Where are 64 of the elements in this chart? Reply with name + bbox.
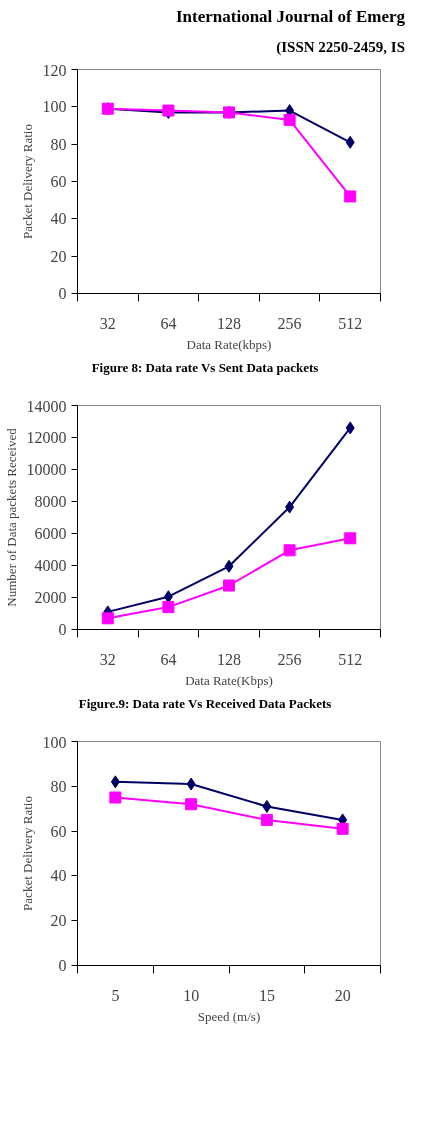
text: Figure.9: Data rate Vs Received Data Packets: [78, 695, 332, 713]
text: (ISSN 2250-2459, IS: [276, 38, 405, 57]
y-tick-label: 20: [50, 912, 67, 930]
point: [344, 532, 357, 545]
x-axis-title: Speed (m/s): [197, 1008, 261, 1024]
y-tick-label: 20: [50, 247, 67, 265]
y-tick-label: 10000: [26, 461, 67, 478]
y-tick-label: 0: [58, 621, 67, 638]
y-tick-label: 2000: [34, 589, 67, 606]
point: [283, 544, 296, 557]
x-axis-title: Data Rate(kbps): [186, 336, 272, 352]
caption: Figure 8: Data rate Vs Sent Data packets: [91, 359, 319, 377]
x-tick-label: 64: [160, 314, 177, 332]
point: [162, 601, 175, 614]
point: [224, 559, 234, 573]
point: [185, 798, 198, 811]
point: [109, 791, 122, 804]
x-tick-label: 15: [258, 986, 275, 1004]
x-tick-label: 256: [277, 314, 302, 332]
point: [262, 799, 272, 813]
y-tick-label: 80: [50, 777, 67, 795]
y-tick-label: 40: [50, 210, 67, 228]
y-tick-label: 80: [50, 135, 67, 153]
y-axis-title: Packet Delivery Ratio: [19, 124, 35, 239]
y-tick-label: 14000: [26, 397, 67, 415]
x-tick-label: 32: [99, 650, 116, 668]
point: [336, 822, 349, 835]
y-tick-label: 6000: [34, 525, 67, 542]
y-tick-label: 60: [50, 822, 67, 840]
point: [345, 421, 355, 435]
x-tick-label: 128: [217, 314, 241, 332]
point: [283, 113, 296, 126]
point: [163, 590, 173, 604]
x-tick-label: 64: [160, 650, 177, 668]
x-tick-label: 128: [217, 650, 241, 668]
point: [285, 500, 295, 514]
x-tick-label: 10: [183, 986, 200, 1004]
point: [260, 813, 273, 826]
point: [223, 579, 235, 592]
point: [110, 775, 120, 789]
y-axis-title: Packet Delivery Ratio: [19, 796, 35, 911]
text: International Journal of Emerg: [175, 6, 405, 28]
x-tick-label: 20: [334, 986, 351, 1004]
y-tick-label: 40: [50, 867, 67, 885]
y-tick-label: 60: [50, 173, 67, 190]
y-tick-label: 0: [58, 957, 67, 974]
x-tick-label: 256: [277, 650, 302, 668]
point: [101, 612, 114, 625]
x-tick-label: 5: [111, 986, 120, 1004]
x-tick-label: 512: [338, 650, 363, 668]
y-tick-label: 12000: [26, 429, 67, 446]
point: [344, 190, 357, 203]
point: [186, 777, 196, 791]
y-tick-label: 100: [42, 733, 67, 751]
y-tick-label: 8000: [34, 493, 67, 510]
y-tick-label: 100: [42, 98, 67, 116]
y-tick-label: 0: [58, 285, 67, 302]
y-tick-label: 4000: [34, 557, 67, 574]
point: [345, 135, 355, 149]
x-tick-label: 32: [99, 314, 116, 332]
y-tick-label: 120: [42, 61, 67, 79]
x-tick-label: 512: [338, 314, 363, 332]
y-axis-title: Number of Data packets Received: [3, 427, 19, 607]
x-axis-title: Data Rate(Kbps): [185, 672, 273, 688]
